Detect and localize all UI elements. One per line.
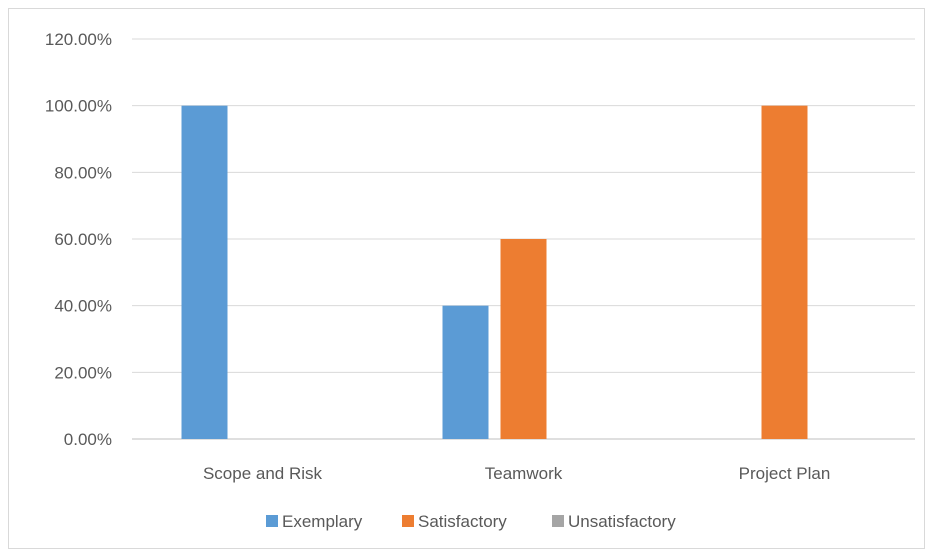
- y-tick-label: 60.00%: [54, 230, 112, 249]
- bar-satisfactory-project-plan: [761, 105, 808, 440]
- legend-label: Unsatisfactory: [568, 512, 676, 531]
- y-tick-label: 20.00%: [54, 363, 112, 382]
- bar-exemplary-teamwork: [442, 305, 489, 439]
- legend-swatch: [552, 515, 564, 527]
- legend: Exemplary Satisfactory Unsatisfactory: [266, 512, 676, 531]
- x-category-label: Teamwork: [485, 464, 563, 483]
- legend-swatch: [402, 515, 414, 527]
- y-tick-label: 100.00%: [45, 97, 112, 116]
- x-category-label: Scope and Risk: [203, 464, 323, 483]
- x-category-label: Project Plan: [739, 464, 831, 483]
- y-tick-label: 80.00%: [54, 163, 112, 182]
- legend-label: Satisfactory: [418, 512, 507, 531]
- legend-label: Exemplary: [282, 512, 363, 531]
- x-axis-category-labels: Scope and Risk Teamwork Project Plan: [203, 464, 830, 483]
- y-tick-label: 120.00%: [45, 30, 112, 49]
- y-axis-tick-labels: 0.00% 20.00% 40.00% 60.00% 80.00% 100.00% 120.…: [45, 30, 112, 449]
- bars: [181, 105, 808, 440]
- y-tick-label: 40.00%: [54, 297, 112, 316]
- legend-swatch: [266, 515, 278, 527]
- y-tick-label: 0.00%: [64, 430, 112, 449]
- bar-exemplary-scope-and-risk: [181, 105, 228, 440]
- bar-satisfactory-teamwork: [500, 239, 547, 439]
